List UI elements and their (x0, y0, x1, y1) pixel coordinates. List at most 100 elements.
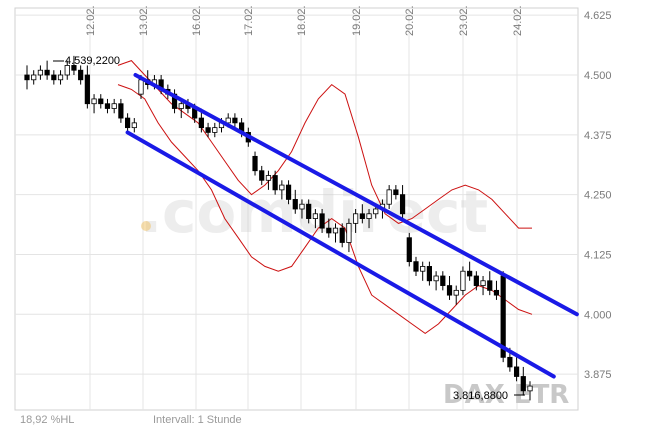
candle (353, 209, 359, 233)
candle (84, 65, 90, 109)
candle (104, 98, 111, 114)
brand-watermark-dot (141, 221, 151, 231)
candle-body (339, 227, 345, 243)
candle-body (205, 127, 211, 133)
x-tick-label: 16.02. (191, 5, 203, 36)
x-tick-label: 23.02. (458, 5, 470, 36)
footer-range: 18,92 %HL (20, 414, 74, 426)
candle-body (212, 127, 218, 133)
candle (346, 218, 352, 253)
candle-body (98, 98, 104, 105)
candle (426, 261, 433, 286)
band-upper-line (117, 60, 532, 229)
high-annotation: 4.539,2200 (65, 55, 120, 67)
candle-body (359, 213, 365, 219)
candle (265, 170, 272, 190)
candle-body (453, 289, 459, 296)
candle-body (84, 74, 90, 105)
candle-body (91, 98, 97, 105)
candle (91, 94, 97, 114)
y-tick-label: 4.250 (584, 190, 612, 202)
candle-body (527, 385, 533, 392)
candle (527, 381, 533, 401)
candle-body (24, 74, 30, 81)
candle (326, 218, 332, 238)
candle (118, 98, 124, 123)
candle-body (433, 275, 439, 282)
candle (131, 118, 137, 133)
candle-body (460, 270, 466, 291)
candle-body (44, 69, 50, 76)
candle (71, 55, 77, 75)
candle-body (319, 213, 325, 229)
candle (467, 261, 473, 281)
candle-body (64, 65, 70, 76)
x-tick-label: 20.02. (404, 5, 416, 36)
candle-body (513, 366, 520, 377)
y-tick-label: 4.625 (584, 10, 612, 22)
candle-body (285, 184, 292, 200)
candle-body (353, 213, 359, 224)
candle-body (51, 74, 57, 81)
candle-body (480, 280, 486, 286)
candle-body (493, 289, 500, 296)
candle-body (373, 208, 379, 215)
candle (393, 185, 399, 200)
candle-body (473, 275, 479, 286)
candle (259, 165, 265, 186)
candle-body (326, 227, 332, 234)
candle-body (111, 103, 117, 109)
x-tick-label: 24.02. (512, 5, 524, 36)
candle (493, 280, 500, 300)
candle-body (71, 65, 77, 71)
candle (312, 209, 318, 229)
candle-body (138, 79, 144, 95)
candle (406, 232, 412, 267)
candle (292, 189, 298, 214)
candle-body (386, 189, 392, 205)
candle (98, 94, 104, 109)
candle (51, 70, 57, 85)
candle-body (413, 261, 419, 272)
candle (125, 113, 131, 133)
candle (57, 70, 64, 85)
y-tick-label: 4.000 (584, 309, 612, 321)
channel-upper-line (133, 73, 579, 317)
candle (359, 204, 365, 224)
candle-body (467, 270, 473, 277)
candle-body (440, 275, 446, 286)
x-tick-label: 13.02. (138, 5, 150, 36)
candle (332, 223, 339, 243)
candle-body (520, 376, 526, 392)
candle-body (366, 213, 372, 219)
candle (111, 98, 117, 114)
candle-body (306, 203, 312, 219)
candle (252, 151, 258, 176)
candle-body (178, 103, 184, 109)
x-axis-ticks: 12.02. 13.02. 16.02. 17.02. 18.02. 19.02. 20.0… (85, 5, 524, 36)
candle (272, 170, 278, 195)
y-tick-label: 4.500 (584, 70, 612, 82)
x-tick-label: 12.02. (85, 5, 97, 36)
candle-body (104, 103, 111, 109)
candle-body (393, 189, 399, 196)
candle-body (487, 280, 493, 291)
index-watermark: DAX ETR (443, 380, 569, 410)
x-tick-label: 18.02. (296, 5, 308, 36)
candle-body (420, 266, 426, 272)
y-tick-label: 4.375 (584, 130, 612, 142)
x-tick-label: 17.02. (243, 5, 255, 36)
trend-channel (125, 73, 579, 379)
channel-lower-line (125, 130, 556, 379)
candle (44, 60, 50, 80)
y-axis-ticks: 4.625 4.500 4.375 4.250 4.125 4.000 3.875 (584, 10, 612, 381)
candle (420, 261, 426, 281)
candle (487, 271, 493, 296)
candle-body (198, 117, 204, 129)
candle-body (125, 117, 131, 129)
candle (279, 180, 285, 200)
candle-body (292, 199, 298, 210)
x-tick-label: 19.02. (351, 5, 363, 36)
candle (440, 271, 446, 291)
